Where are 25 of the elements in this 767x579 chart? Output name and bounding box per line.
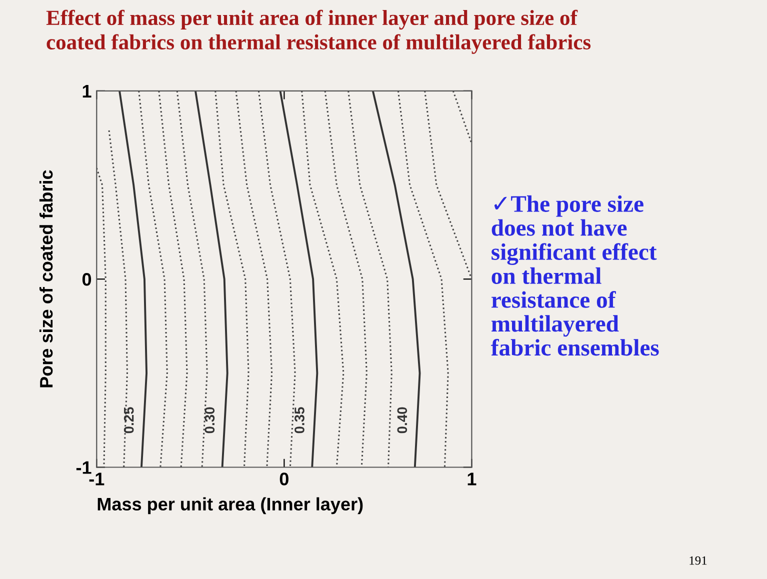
line-series <box>279 90 318 468</box>
text: ✓The pore size does not have significant effect on thermal resistance of multilayered fabric ensembles <box>491 195 659 356</box>
line-series <box>138 90 168 468</box>
y-axis-title: Pore size of coated fabric <box>39 170 53 388</box>
x-tick-label: 0 <box>280 472 288 486</box>
line-series <box>214 90 250 468</box>
text: 0.30 <box>204 407 215 434</box>
text: 0.35 <box>294 407 304 434</box>
line-series <box>324 90 368 468</box>
chart-title: Effect of mass per unit area of inner layer and pore size of coated fabrics on thermal resistance of multilayered fabrics <box>46 10 591 54</box>
line-series <box>194 90 228 468</box>
x-axis-title: Mass per unit area (Inner layer) <box>98 497 363 514</box>
line-series <box>397 90 449 468</box>
line-series <box>235 90 273 468</box>
y-tick-label: 0 <box>82 273 92 286</box>
text: 0.25 <box>124 407 134 434</box>
text: 191 <box>690 556 707 565</box>
y-tick-label: 1 <box>82 85 92 98</box>
x-tick-label: 1 <box>468 472 476 486</box>
line-series <box>158 90 188 468</box>
text: 0.40 <box>397 407 408 434</box>
line-series <box>118 90 148 468</box>
line-series <box>258 90 296 468</box>
y-tick-label: -1 <box>76 461 92 474</box>
line-series <box>372 90 421 468</box>
